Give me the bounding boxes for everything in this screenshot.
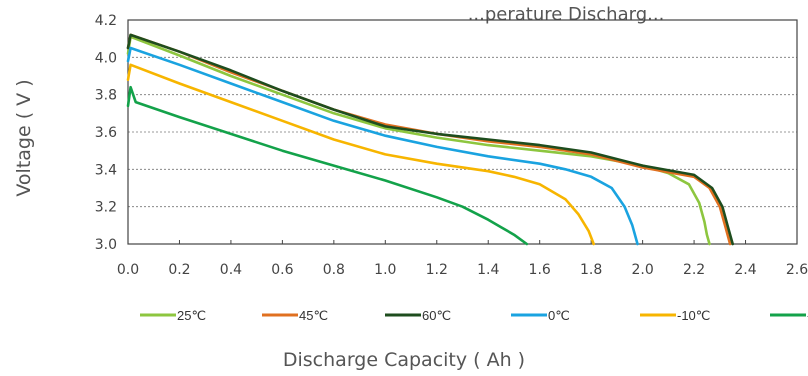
x-tick-label: 1.6 xyxy=(529,262,551,278)
x-axis-title: Discharge Capacity ( Ah ) xyxy=(283,349,525,371)
x-tick-label: 2.2 xyxy=(683,262,705,278)
legend-label: 25℃ xyxy=(177,308,206,323)
x-tick-label: 0.8 xyxy=(323,262,345,278)
x-tick-label: 0.6 xyxy=(271,262,293,278)
legend-label: -10℃ xyxy=(677,308,710,323)
x-tick-label: 2.4 xyxy=(734,262,756,278)
grid-lines xyxy=(128,56,797,208)
legend: 25℃45℃60℃0℃-10℃-20℃ xyxy=(140,308,808,323)
y-tick-label: 3.8 xyxy=(95,88,117,104)
series-line xyxy=(126,85,529,246)
legend-label: 0℃ xyxy=(548,308,570,323)
x-tick-label: 2.6 xyxy=(786,262,808,278)
x-tick-label: 0.0 xyxy=(117,262,139,278)
series-line xyxy=(126,33,735,246)
series-line xyxy=(126,46,639,246)
legend-label: 60℃ xyxy=(422,308,451,323)
y-axis-ticks: 3.0 3.2 3.4 3.6 3.8 4.0 4.2 xyxy=(95,13,117,253)
series-line xyxy=(126,35,711,246)
y-tick-label: 3.2 xyxy=(95,200,117,216)
x-tick-label: 1.4 xyxy=(477,262,499,278)
x-tick-label: 1.2 xyxy=(426,262,448,278)
y-tick-label: 4.2 xyxy=(95,13,117,29)
y-tick-label: 3.6 xyxy=(95,125,117,141)
x-tick-label: 2.0 xyxy=(631,262,653,278)
chart-title: ...perature Discharg... xyxy=(468,4,665,25)
series-lines xyxy=(126,33,735,246)
y-tick-label: 3.0 xyxy=(95,237,117,253)
x-tick-label: 0.4 xyxy=(220,262,242,278)
y-axis-title: Voltage ( V ) xyxy=(13,79,35,196)
y-tick-label: 4.0 xyxy=(95,50,117,66)
y-tick-label: 3.4 xyxy=(95,162,117,178)
series-line xyxy=(126,63,596,246)
x-tick-label: 1.0 xyxy=(374,262,396,278)
x-axis-ticks: 0.0 0.2 0.4 0.6 0.8 1.0 1.2 1.4 1.6 1.8 2.0 2.2 2.4 2… xyxy=(117,240,808,278)
plot-area xyxy=(127,19,798,245)
legend-label: 45℃ xyxy=(299,308,328,323)
x-tick-label: 1.8 xyxy=(580,262,602,278)
x-tick-label: 0.2 xyxy=(168,262,190,278)
